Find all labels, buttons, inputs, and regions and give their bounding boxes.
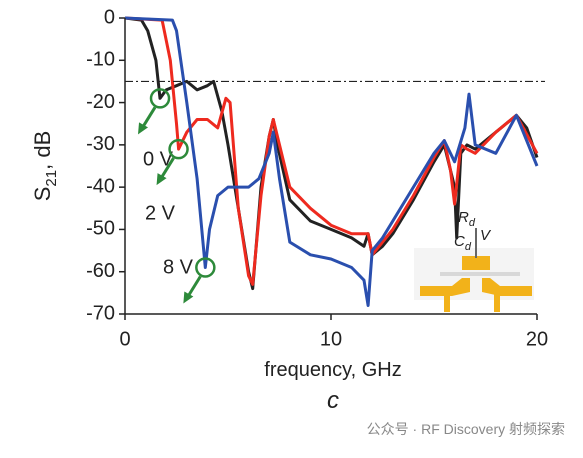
y-axis-label: 21: [43, 170, 60, 187]
y-axis-label: S: [30, 187, 55, 202]
annotation-arrowhead: [183, 291, 194, 304]
y-tick-label: -10: [86, 49, 115, 71]
y-axis-label: S21, dB: [30, 131, 60, 202]
annotation-arrow: [140, 106, 157, 130]
y-axis-label: , dB: [30, 131, 55, 170]
x-axis-label: frequency, GHz: [264, 359, 401, 381]
annotation-arrowhead: [138, 122, 149, 135]
inset-circuit: Rd Cd V: [414, 209, 534, 312]
inset-label: d: [469, 217, 476, 229]
y-tick-label: 0: [104, 6, 115, 28]
annotation-circle: [149, 88, 171, 109]
inset-label: Rd: [458, 209, 476, 229]
inset-pad: [444, 294, 450, 312]
inset-label: R: [458, 209, 469, 226]
x-tick-label: 10: [320, 328, 342, 350]
inset-label: d: [465, 241, 472, 253]
x-tick-label: 0: [119, 328, 130, 350]
annotation-circle: [195, 257, 216, 278]
inset-label: C: [454, 233, 465, 250]
inset-label: V: [480, 227, 492, 244]
series-line: [124, 16, 539, 307]
watermark: 公众号 · RF Discovery 射频探索: [367, 421, 565, 437]
series-line: [124, 16, 539, 286]
annotation-label: 0 V: [143, 148, 174, 170]
y-tick-label: -70: [86, 302, 115, 324]
y-tick-label: -50: [86, 218, 115, 240]
y-tick-label: -40: [86, 175, 115, 197]
inset-pad: [494, 294, 500, 312]
annotation-arrow: [159, 157, 175, 180]
inset-line: [440, 272, 520, 276]
annotation-label: 8 V: [163, 256, 194, 278]
inset-pad: [462, 256, 490, 270]
annotation-arrowhead: [156, 173, 167, 186]
inset-pad: [420, 278, 470, 296]
inset-label: Cd: [454, 233, 472, 253]
y-tick-label: -60: [86, 260, 115, 282]
x-tick-label: 20: [526, 328, 548, 350]
annotation-label: 2 V: [145, 202, 176, 224]
annotation-arrow: [186, 275, 202, 299]
y-tick-label: -30: [86, 133, 115, 155]
inset-pad: [482, 278, 532, 296]
annotation-circle: [168, 138, 189, 160]
y-tick-label: -20: [86, 91, 115, 113]
panel-label: c: [327, 387, 339, 414]
